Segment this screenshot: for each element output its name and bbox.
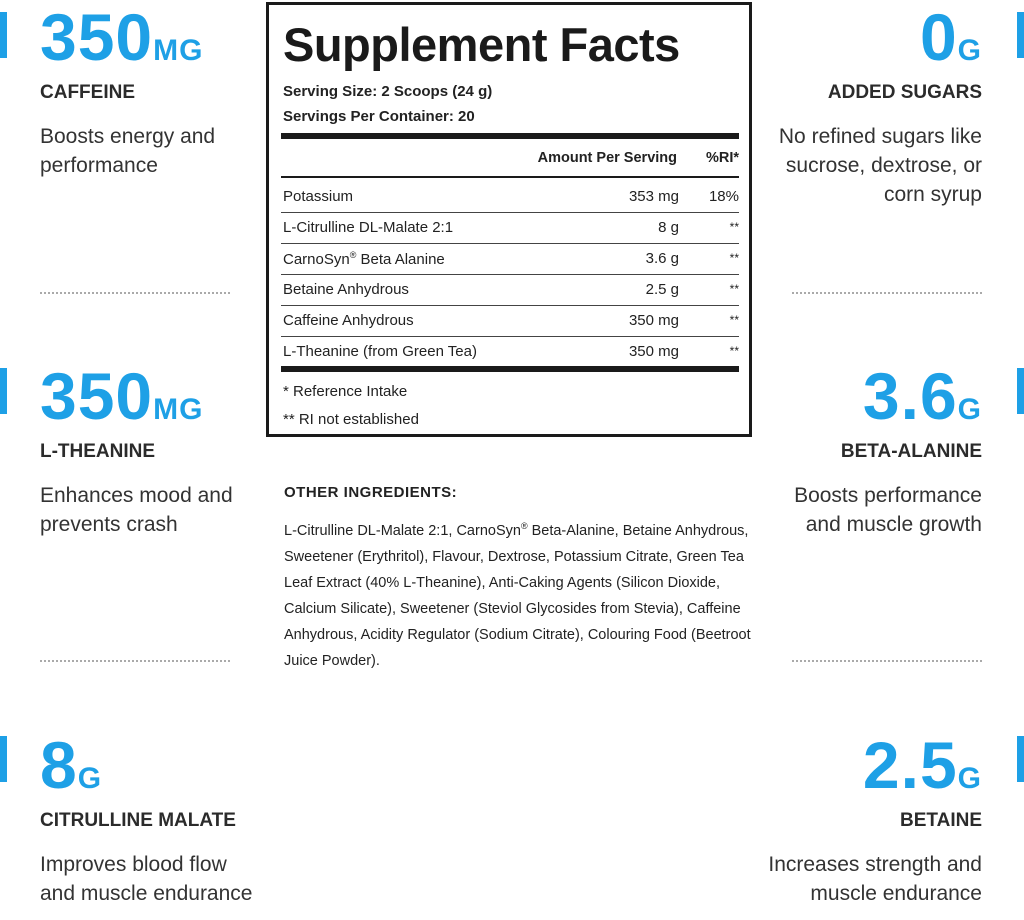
table-row: Caffeine Anhydrous 350 mg ** — [281, 306, 739, 337]
divider-thick — [281, 133, 739, 139]
table-row: Potassium 353 mg 18% — [281, 182, 739, 213]
ingredient-amount: 2.5 g — [645, 281, 679, 298]
table-row: L-Theanine (from Green Tea) 350 mg ** — [281, 337, 739, 368]
stat-description: Boosts energy and performance — [40, 125, 216, 177]
servings-per-container: Servings Per Container: 20 — [283, 108, 475, 125]
ingredient-amount: 353 mg — [628, 188, 679, 205]
stat-description: Improves blood flow and muscle endurance — [40, 853, 253, 905]
ingredient-amount: 350 mg — [628, 343, 679, 360]
column-amount-per-serving: Amount Per Serving — [537, 150, 677, 166]
accent-bar-right-3 — [1017, 736, 1024, 782]
ingredient-ri: ** — [729, 220, 739, 234]
ingredient-ri: ** — [729, 313, 739, 327]
column-ri: %RI* — [705, 150, 739, 166]
stat-value: 350MG — [40, 0, 204, 74]
stat-beta-alanine: 3.6G BETA-ALANINE Boosts performance and… — [767, 363, 982, 539]
ingredient-name: L-Theanine (from Green Tea) — [283, 343, 477, 360]
divider — [281, 176, 739, 178]
ingredient-name: Betaine Anhydrous — [283, 281, 409, 298]
stat-value: 3.6G — [862, 359, 982, 433]
ingredient-name: CarnoSyn® Beta Alanine — [283, 250, 445, 268]
ingredient-ri: ** — [729, 344, 739, 358]
table-row: Betaine Anhydrous 2.5 g ** — [281, 275, 739, 306]
table-row: L-Citrulline DL-Malate 2:1 8 g ** — [281, 213, 739, 244]
stat-caffeine: 350MG CAFFEINE Boosts energy and perform… — [40, 4, 255, 180]
ingredient-ri: ** — [729, 282, 739, 296]
ingredient-name: Caffeine Anhydrous — [283, 312, 414, 329]
accent-bar-left-3 — [0, 736, 7, 782]
divider — [40, 660, 230, 662]
ingredient-amount: 350 mg — [628, 312, 679, 329]
other-ingredients-text: L-Citrulline DL-Malate 2:1, CarnoSyn® Be… — [284, 521, 751, 669]
stat-name: BETAINE — [900, 810, 982, 831]
ingredient-name: L-Citrulline DL-Malate 2:1 — [283, 219, 454, 236]
divider — [792, 660, 982, 662]
stat-description: Boosts performance and muscle growth — [794, 484, 982, 536]
divider — [792, 292, 982, 294]
accent-bar-right-2 — [1017, 368, 1024, 414]
ingredient-amount: 3.6 g — [645, 250, 679, 267]
serving-size: Serving Size: 2 Scoops (24 g) — [283, 83, 493, 100]
stat-citrulline: 8G CITRULLINE MALATE Improves blood flow… — [40, 732, 255, 908]
other-ingredients-heading: OTHER INGREDIENTS: — [284, 484, 458, 501]
other-ingredients: OTHER INGREDIENTS: L-Citrulline DL-Malat… — [284, 484, 754, 674]
stat-value: 8G — [40, 728, 103, 802]
stat-description: Increases strength and muscle endurance — [768, 853, 982, 905]
footnote-ri-not-established: ** RI not established — [283, 411, 419, 428]
ingredient-amount: 8 g — [658, 219, 679, 236]
divider — [40, 292, 230, 294]
table-row: CarnoSyn® Beta Alanine 3.6 g ** — [281, 244, 739, 275]
stat-name: BETA-ALANINE — [840, 441, 982, 462]
stat-name: CAFFEINE — [40, 82, 135, 103]
stat-value: 2.5G — [862, 728, 982, 802]
stat-description: No refined sugars like sucrose, dextrose… — [778, 125, 982, 206]
ingredient-name: Potassium — [283, 188, 354, 205]
ingredient-ri: 18% — [708, 188, 739, 205]
stat-l-theanine: 350MG L-THEANINE Enhances mood and preve… — [40, 363, 255, 539]
accent-bar-right-1 — [1017, 12, 1024, 58]
stat-name: CITRULLINE MALATE — [40, 810, 236, 831]
stat-name: L-THEANINE — [40, 441, 156, 462]
accent-bar-left-1 — [0, 12, 7, 58]
supplement-facts-panel: Supplement Facts Serving Size: 2 Scoops … — [266, 2, 752, 437]
stat-added-sugars: 0G ADDED SUGARS No refined sugars like s… — [767, 4, 982, 209]
stat-value: 350MG — [40, 359, 204, 433]
facts-title: Supplement Facts — [283, 18, 680, 71]
stat-name: ADDED SUGARS — [827, 82, 982, 103]
stat-description: Enhances mood and prevents crash — [40, 484, 233, 536]
ingredient-ri: ** — [729, 251, 739, 265]
divider-thick — [281, 366, 739, 372]
stat-betaine: 2.5G BETAINE Increases strength and musc… — [767, 732, 982, 908]
accent-bar-left-2 — [0, 368, 7, 414]
stat-value: 0G — [919, 0, 982, 74]
footnote-reference-intake: * Reference Intake — [283, 383, 408, 400]
